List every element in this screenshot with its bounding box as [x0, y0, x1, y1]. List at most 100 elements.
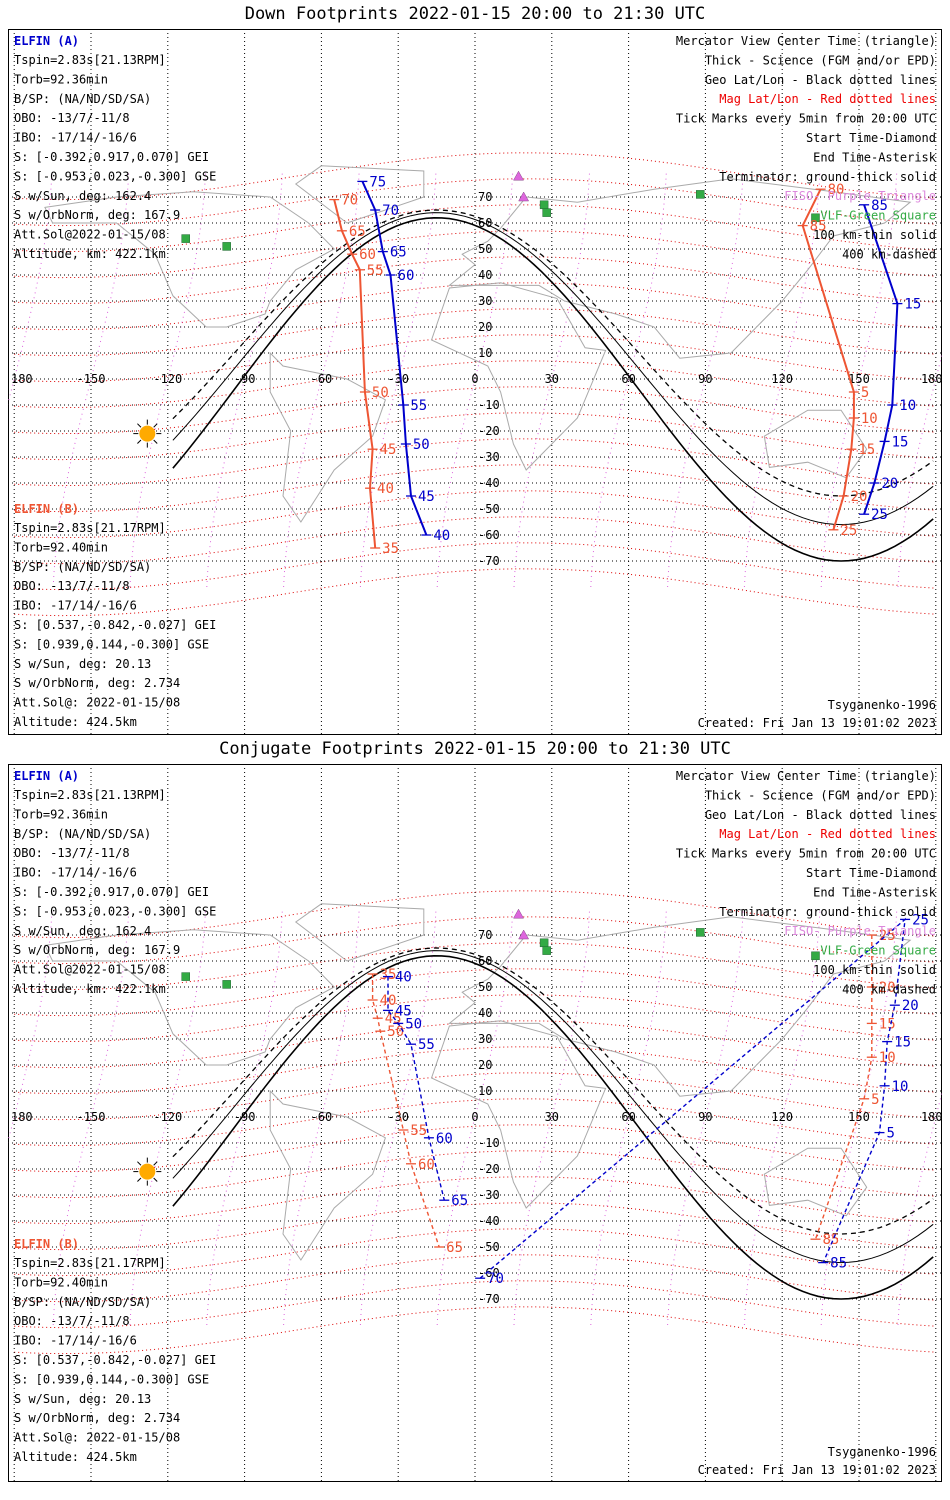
elfin-b-info-line: S: [0.939,0.144,-0.300] GSE	[14, 1372, 209, 1386]
elfin-a-info-line: Tspin=2.83s[21.13RPM]	[14, 788, 166, 802]
elfin-b-info-line: Tspin=2.83s[21.17RPM]	[14, 521, 166, 535]
elfin-b-tick-label: 15	[879, 1016, 896, 1032]
elfin-b-tick-label: 40	[377, 481, 394, 497]
longitude-tick-label: -30	[387, 1110, 409, 1124]
elfin-b-info-line: IBO: -17/14/-16/6	[14, 1334, 137, 1348]
longitude-tick-label: 150	[848, 372, 870, 386]
elfin-b-tick-label: 65	[446, 1240, 463, 1256]
mag-latitude-line	[14, 1098, 936, 1147]
elfin-a-tick-label: 20	[881, 476, 898, 492]
elfin-b-info-line: Altitude: 424.5km	[14, 1450, 137, 1464]
elfin-b-info-line: Torb=92.40min	[14, 540, 108, 554]
mag-latitude-line	[14, 308, 936, 357]
elfin-b-info-line: B/SP: (NA/ND/SD/SA)	[14, 560, 151, 574]
elfin-b-tick-label: 35	[382, 541, 399, 557]
legend-entry: End Time-Asterisk	[813, 885, 937, 899]
longitude-tick-label: 60	[621, 1110, 635, 1124]
elfin-a-info-line: Att.Sol@2022-01-15/08	[14, 228, 166, 242]
sun-icon	[139, 1163, 156, 1180]
elfin-b-tick-label: 60	[359, 247, 376, 263]
terminator-ground	[172, 216, 934, 562]
continent-outline	[269, 351, 387, 523]
elfin-a-tick-label: 40	[395, 970, 412, 986]
legend-entry: Mercator View Center Time (triangle)	[676, 769, 936, 783]
elfin-b-tick-label: 25	[879, 928, 896, 944]
latitude-tick-label: -60	[478, 1266, 500, 1280]
sun-ray	[153, 439, 158, 444]
continent-outline	[44, 191, 336, 328]
latitude-tick-label: 30	[478, 294, 492, 308]
elfin-a-info-line: S w/Sun, deg: 162.4	[14, 189, 151, 203]
legend-entry: VLF-Green Square	[820, 944, 936, 958]
elfin-a-info-line: B/SP: (NA/ND/SD/SA)	[14, 92, 151, 106]
elfin-a-tick-label: 55	[410, 398, 427, 414]
elfin-b-info-line: S w/OrbNorm, deg: 2.734	[14, 676, 180, 690]
longitude-tick-label: -60	[311, 1110, 333, 1124]
longitude-tick-label: 120	[771, 1110, 793, 1124]
elfin-b-info-line: Torb=92.40min	[14, 1275, 108, 1289]
elfin-a-label: ELFIN (A)	[14, 34, 79, 48]
vlf-station-square	[222, 242, 231, 251]
elfin-a-info-line: Altitude, km: 422.1km	[14, 982, 166, 996]
fiso-station-triangle	[513, 170, 524, 181]
panel-title-down: Down Footprints 2022-01-15 20:00 to 21:3…	[244, 4, 706, 24]
mag-latitude-line	[14, 178, 936, 227]
elfin-b-tick-label: 20	[879, 980, 896, 996]
elfin-a-tick-label: 25	[871, 507, 888, 523]
latitude-tick-label: 60	[478, 954, 492, 968]
sun-ray	[153, 1161, 158, 1166]
vlf-station-square	[181, 234, 190, 243]
continent-outline	[447, 178, 912, 359]
elfin-b-info-line: S: [0.939,0.144,-0.300] GSE	[14, 637, 209, 651]
continent-outline	[763, 409, 868, 479]
mag-latitude-line	[14, 516, 936, 565]
elfin-a-tick-label: 15	[892, 434, 909, 450]
legend-entry: Start Time-Diamond	[806, 866, 936, 880]
down-footprints-map: -180 -150 -120 -90 -60 -30 0 30 60 90 120 150 180 70 6…	[8, 29, 942, 735]
mag-latitude-line	[14, 334, 936, 383]
sun-ray	[153, 423, 158, 428]
elfin-b-info-line: S w/Sun, deg: 20.13	[14, 1392, 151, 1406]
elfin-a-tick-label: 70	[382, 203, 399, 219]
sun-ray	[137, 439, 142, 444]
elfin-b-info-line: Att.Sol@: 2022-01-15/08	[14, 1431, 180, 1445]
mag-latitude-line	[14, 256, 936, 305]
longitude-tick-label: -180	[8, 1110, 33, 1124]
elfin-a-info-line: S w/OrbNorm, deg: 167.9	[14, 943, 180, 957]
vlf-station-square	[181, 972, 190, 981]
mag-latitude-line	[14, 152, 936, 201]
elfin-a-tick-label: 65	[451, 1193, 468, 1209]
longitude-tick-label: -150	[77, 372, 106, 386]
longitude-tick-label: 0	[471, 372, 478, 386]
mag-latitude-line	[14, 386, 936, 435]
elfin-b-tick-label: 5	[861, 385, 869, 401]
elfin-b-tick-label: 5	[871, 1092, 879, 1108]
legend-entry: FISO- Purple Triangle	[784, 189, 936, 203]
latitude-tick-label: 10	[478, 346, 492, 360]
vlf-station-square	[542, 946, 551, 955]
longitude-tick-label: 30	[545, 1110, 559, 1124]
legend-entry: Mag Lat/Lon - Red dotted lines	[719, 827, 936, 841]
longitude-tick-label: -180	[8, 372, 33, 386]
sun-ray	[137, 1161, 142, 1166]
elfin-a-info-line: IBO: -17/14/-16/6	[14, 866, 137, 880]
mag-latitude-line	[14, 1254, 936, 1303]
elfin-b-info-line: S: [0.537,-0.842,-0.027] GEI	[14, 1353, 216, 1367]
mag-latitude-line	[14, 942, 936, 991]
legend-entry: Mag Lat/Lon - Red dotted lines	[719, 92, 936, 106]
elfin-b-tick-label: 20	[851, 489, 868, 505]
longitude-tick-label: 180	[921, 372, 942, 386]
mag-latitude-line	[14, 464, 936, 513]
vlf-station-square	[811, 951, 820, 961]
longitude-tick-label: 60	[621, 372, 635, 386]
longitude-tick-label: 90	[698, 1110, 712, 1124]
elfin-a-info-line: S: [-0.392,0.917,0.070] GEI	[14, 885, 209, 899]
mag-latitude-line	[14, 282, 936, 331]
mag-latitude-line	[14, 1150, 936, 1199]
elfin-a-tick-label: 50	[413, 437, 430, 453]
longitude-tick-label: 30	[545, 372, 559, 386]
conjugate-footprints-map: -180 -150 -120 -90 -60 -30 0 30 60 90 120 150 180 70 6…	[8, 764, 942, 1482]
elfin-a-tick-label: 70	[487, 1271, 504, 1287]
elfin-a-tick-label: 55	[418, 1037, 435, 1053]
model-label: Tsyganenko-1996	[828, 698, 936, 712]
